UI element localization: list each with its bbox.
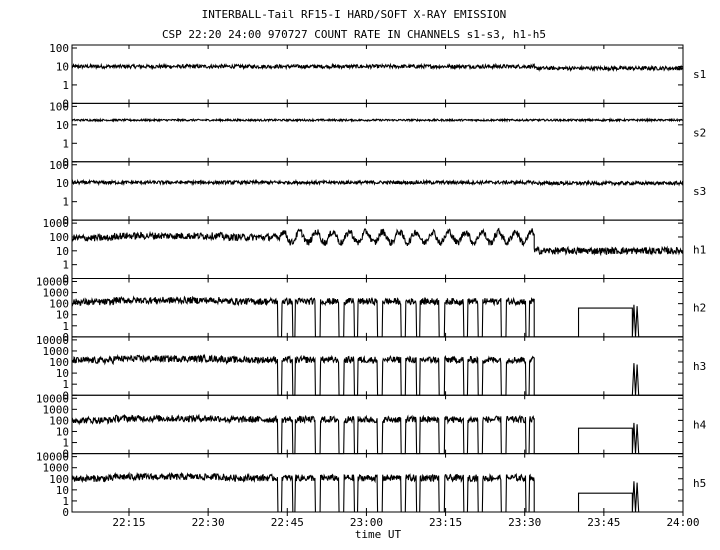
y-tick-label: 1 xyxy=(62,437,69,450)
y-tick-label: 1 xyxy=(62,196,69,209)
panel-frame xyxy=(71,102,684,163)
y-tick-label: 0 xyxy=(62,156,69,169)
chart-title: INTERBALL-Tail RF15-I HARD/SOFT X-RAY EM… xyxy=(202,8,507,21)
y-tick-label: 100 xyxy=(49,100,69,113)
y-tick-label: 1 xyxy=(62,320,69,333)
x-tick-label: 22:45 xyxy=(271,516,304,529)
x-axis-label: time UT xyxy=(355,528,402,541)
y-tick-label: 100 xyxy=(49,356,69,369)
y-tick-label: 1000 xyxy=(43,287,70,300)
y-tick-label: 100 xyxy=(49,42,69,55)
y-tick-label: 0 xyxy=(62,448,69,461)
y-tick-label: 1 xyxy=(62,137,69,150)
y-tick-label: 10000 xyxy=(36,334,69,347)
x-axis: 22:15 22:30 22:45 23:00 23:15 23:30 23:45 24:00 xyxy=(112,512,700,529)
y-tick-label: 10 xyxy=(56,245,69,258)
y-tick-label: 1 xyxy=(62,259,69,272)
y-tick-label: 1 xyxy=(62,495,69,508)
panels-group: 1001010s11001010s21001010s310001001010h1… xyxy=(36,42,707,519)
y-tick-label: 100 xyxy=(49,159,69,172)
y-tick-label: 10 xyxy=(56,367,69,380)
channel-label-h1: h1 xyxy=(693,243,706,256)
channel-label-h5: h5 xyxy=(693,477,706,490)
y-tick-label: 1 xyxy=(62,378,69,391)
y-tick-label: 10 xyxy=(56,119,69,132)
y-tick-label: 10000 xyxy=(36,392,69,405)
y-tick-label: 100 xyxy=(49,473,69,486)
channel-label-s2: s2 xyxy=(693,127,706,140)
series-line-h5 xyxy=(71,471,683,513)
chart-subtitle: CSP 22:20 24:00 970727 COUNT RATE IN CHA… xyxy=(162,28,546,41)
y-tick-label: 0 xyxy=(62,331,69,344)
series-line-s2 xyxy=(71,117,684,123)
y-tick-label: 10000 xyxy=(36,451,69,464)
y-tick-label: 100 xyxy=(49,414,69,427)
y-tick-label: 1000 xyxy=(43,217,70,230)
y-tick-label: 10 xyxy=(56,60,69,73)
channel-label-h3: h3 xyxy=(693,360,706,373)
x-tick-label: 22:15 xyxy=(112,516,145,529)
panel-frame xyxy=(71,44,684,104)
y-tick-label: 1 xyxy=(62,79,69,92)
series-line-h4 xyxy=(71,413,683,455)
series-line-h1 xyxy=(71,227,684,257)
series-line-h3 xyxy=(71,353,683,396)
channel-label-s3: s3 xyxy=(693,185,706,198)
y-tick-label: 1000 xyxy=(43,403,70,416)
y-tick-label: 100 xyxy=(49,298,69,311)
y-tick-label: 1000 xyxy=(43,462,70,475)
series-line-s3 xyxy=(71,178,684,187)
x-tick-label: 23:45 xyxy=(587,516,620,529)
series-line-h2 xyxy=(71,295,683,338)
channel-label-h4: h4 xyxy=(693,418,707,431)
y-tick-label: 1000 xyxy=(43,345,70,358)
y-tick-label: 0 xyxy=(62,506,69,519)
x-tick-label: 23:30 xyxy=(508,516,541,529)
y-tick-label: 10 xyxy=(56,425,69,438)
y-tick-label: 100 xyxy=(49,231,69,244)
x-tick-label: 24:00 xyxy=(666,516,699,529)
y-tick-label: 10000 xyxy=(36,276,69,289)
series-line-s1 xyxy=(71,62,684,73)
y-tick-label: 0 xyxy=(62,389,69,402)
y-tick-label: 0 xyxy=(62,214,69,227)
channel-label-s1: s1 xyxy=(693,68,706,81)
y-tick-label: 0 xyxy=(62,97,69,110)
y-tick-label: 0 xyxy=(62,273,69,286)
panel-frame xyxy=(71,161,684,221)
channel-label-h2: h2 xyxy=(693,302,706,315)
y-tick-label: 10 xyxy=(56,309,69,322)
y-tick-label: 10 xyxy=(56,177,69,190)
x-tick-label: 23:15 xyxy=(429,516,462,529)
x-tick-label: 23:00 xyxy=(350,516,383,529)
y-tick-label: 10 xyxy=(56,484,69,497)
x-tick-label: 22:30 xyxy=(192,516,225,529)
